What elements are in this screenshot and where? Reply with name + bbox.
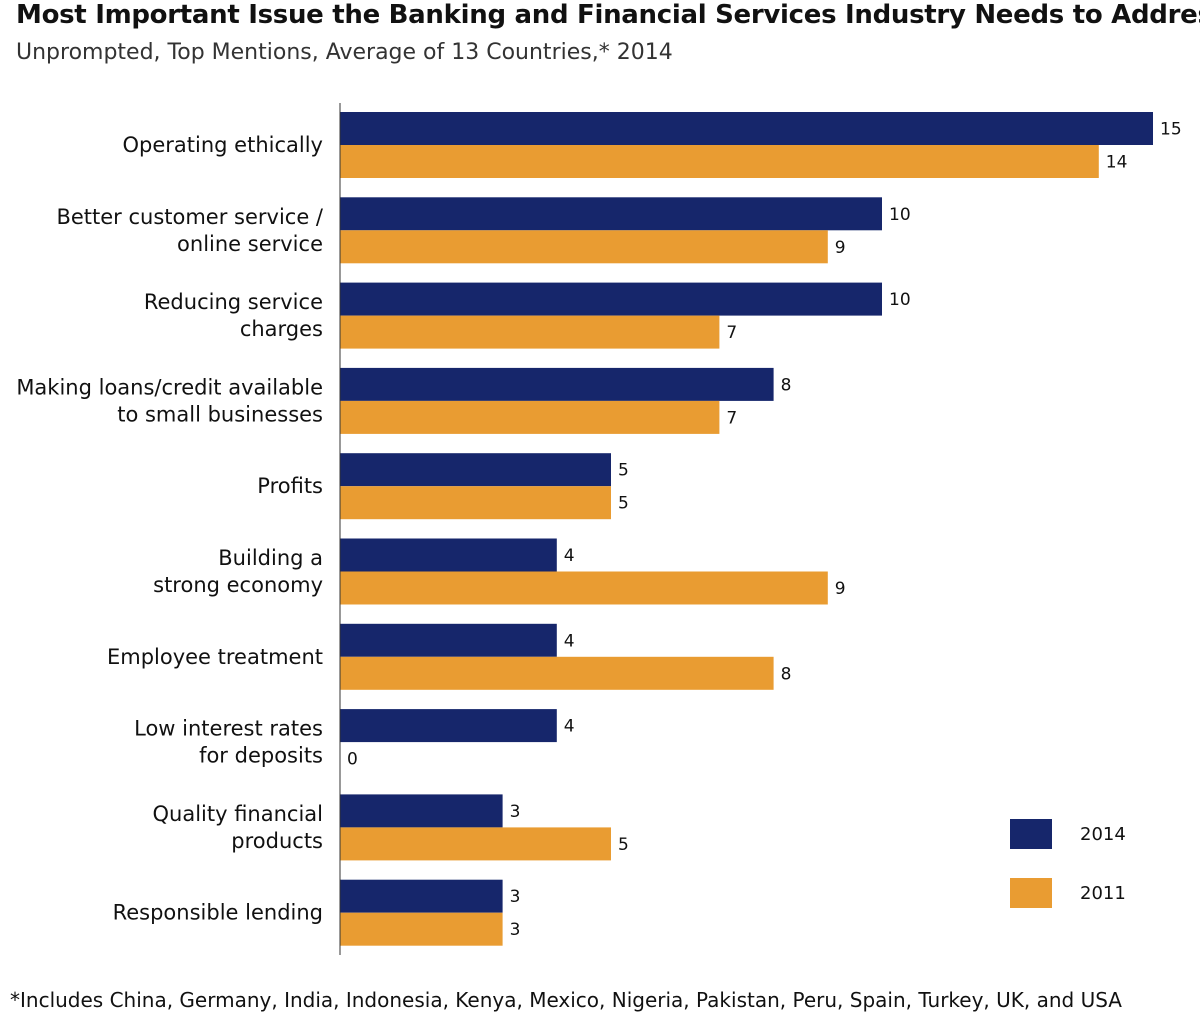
data-label: 7 xyxy=(726,408,737,428)
bar-2014 xyxy=(340,879,503,913)
data-label: 10 xyxy=(889,205,911,225)
bar-2011 xyxy=(340,145,1099,178)
bar-2014 xyxy=(340,112,1153,145)
category-label: Building a xyxy=(218,546,323,570)
bar-2014 xyxy=(340,623,557,657)
data-label: 5 xyxy=(618,835,629,855)
data-label: 5 xyxy=(618,494,629,514)
bar-2011 xyxy=(340,571,828,605)
data-label: 3 xyxy=(510,920,521,940)
category-label: Employee treatment xyxy=(107,645,323,669)
data-label: 15 xyxy=(1160,120,1182,140)
bar-2011 xyxy=(340,230,828,264)
bar-2014 xyxy=(340,709,557,743)
category-label: Reducing service xyxy=(144,290,323,314)
bar-2014 xyxy=(340,538,557,572)
bar-2011 xyxy=(340,827,611,861)
data-label: 8 xyxy=(781,664,792,684)
data-label: 4 xyxy=(564,631,575,651)
data-label: 3 xyxy=(510,802,521,822)
category-label: to small businesses xyxy=(117,402,323,426)
category-label: products xyxy=(231,829,323,853)
bar-2011 xyxy=(340,315,720,349)
legend-label: 2011 xyxy=(1080,883,1126,904)
category-label: Low interest rates xyxy=(134,717,323,741)
data-label: 10 xyxy=(889,290,911,310)
category-label: online service xyxy=(177,232,323,256)
data-label: 8 xyxy=(781,375,792,395)
data-label: 9 xyxy=(835,579,846,599)
bar-2011 xyxy=(340,400,720,434)
legend-label: 2014 xyxy=(1080,824,1126,845)
bar-2014 xyxy=(340,367,774,401)
data-label: 14 xyxy=(1106,153,1128,173)
category-label: Better customer service / xyxy=(56,205,323,229)
bar-2014 xyxy=(340,453,611,487)
data-label: 7 xyxy=(726,323,737,343)
chart-title: Most Important Issue the Banking and Fin… xyxy=(16,0,1200,30)
data-label: 9 xyxy=(835,238,846,258)
category-label: for deposits xyxy=(199,744,323,768)
data-label: 0 xyxy=(347,750,358,770)
data-label: 4 xyxy=(564,546,575,566)
category-label: Quality financial xyxy=(152,802,323,826)
bar-2014 xyxy=(340,794,503,828)
category-label: Responsible lending xyxy=(113,901,323,925)
category-label: Making loans/credit available xyxy=(16,375,323,399)
category-label: strong economy xyxy=(153,573,323,597)
bar-2014 xyxy=(340,197,882,231)
category-label: Profits xyxy=(257,474,323,498)
data-label: 4 xyxy=(564,717,575,737)
chart-subtitle: Unprompted, Top Mentions, Average of 13 … xyxy=(16,40,673,65)
chart-footnote: *Includes China, Germany, India, Indones… xyxy=(10,988,1122,1012)
bar-2011 xyxy=(340,486,611,520)
bar-2011 xyxy=(340,912,503,946)
legend-swatch xyxy=(1010,819,1052,849)
data-label: 5 xyxy=(618,461,629,481)
category-label: charges xyxy=(240,317,323,341)
bar-2011 xyxy=(340,656,774,690)
category-label: Operating ethically xyxy=(123,133,323,157)
data-label: 3 xyxy=(510,887,521,907)
legend-swatch xyxy=(1010,878,1052,908)
bar-2014 xyxy=(340,282,882,316)
